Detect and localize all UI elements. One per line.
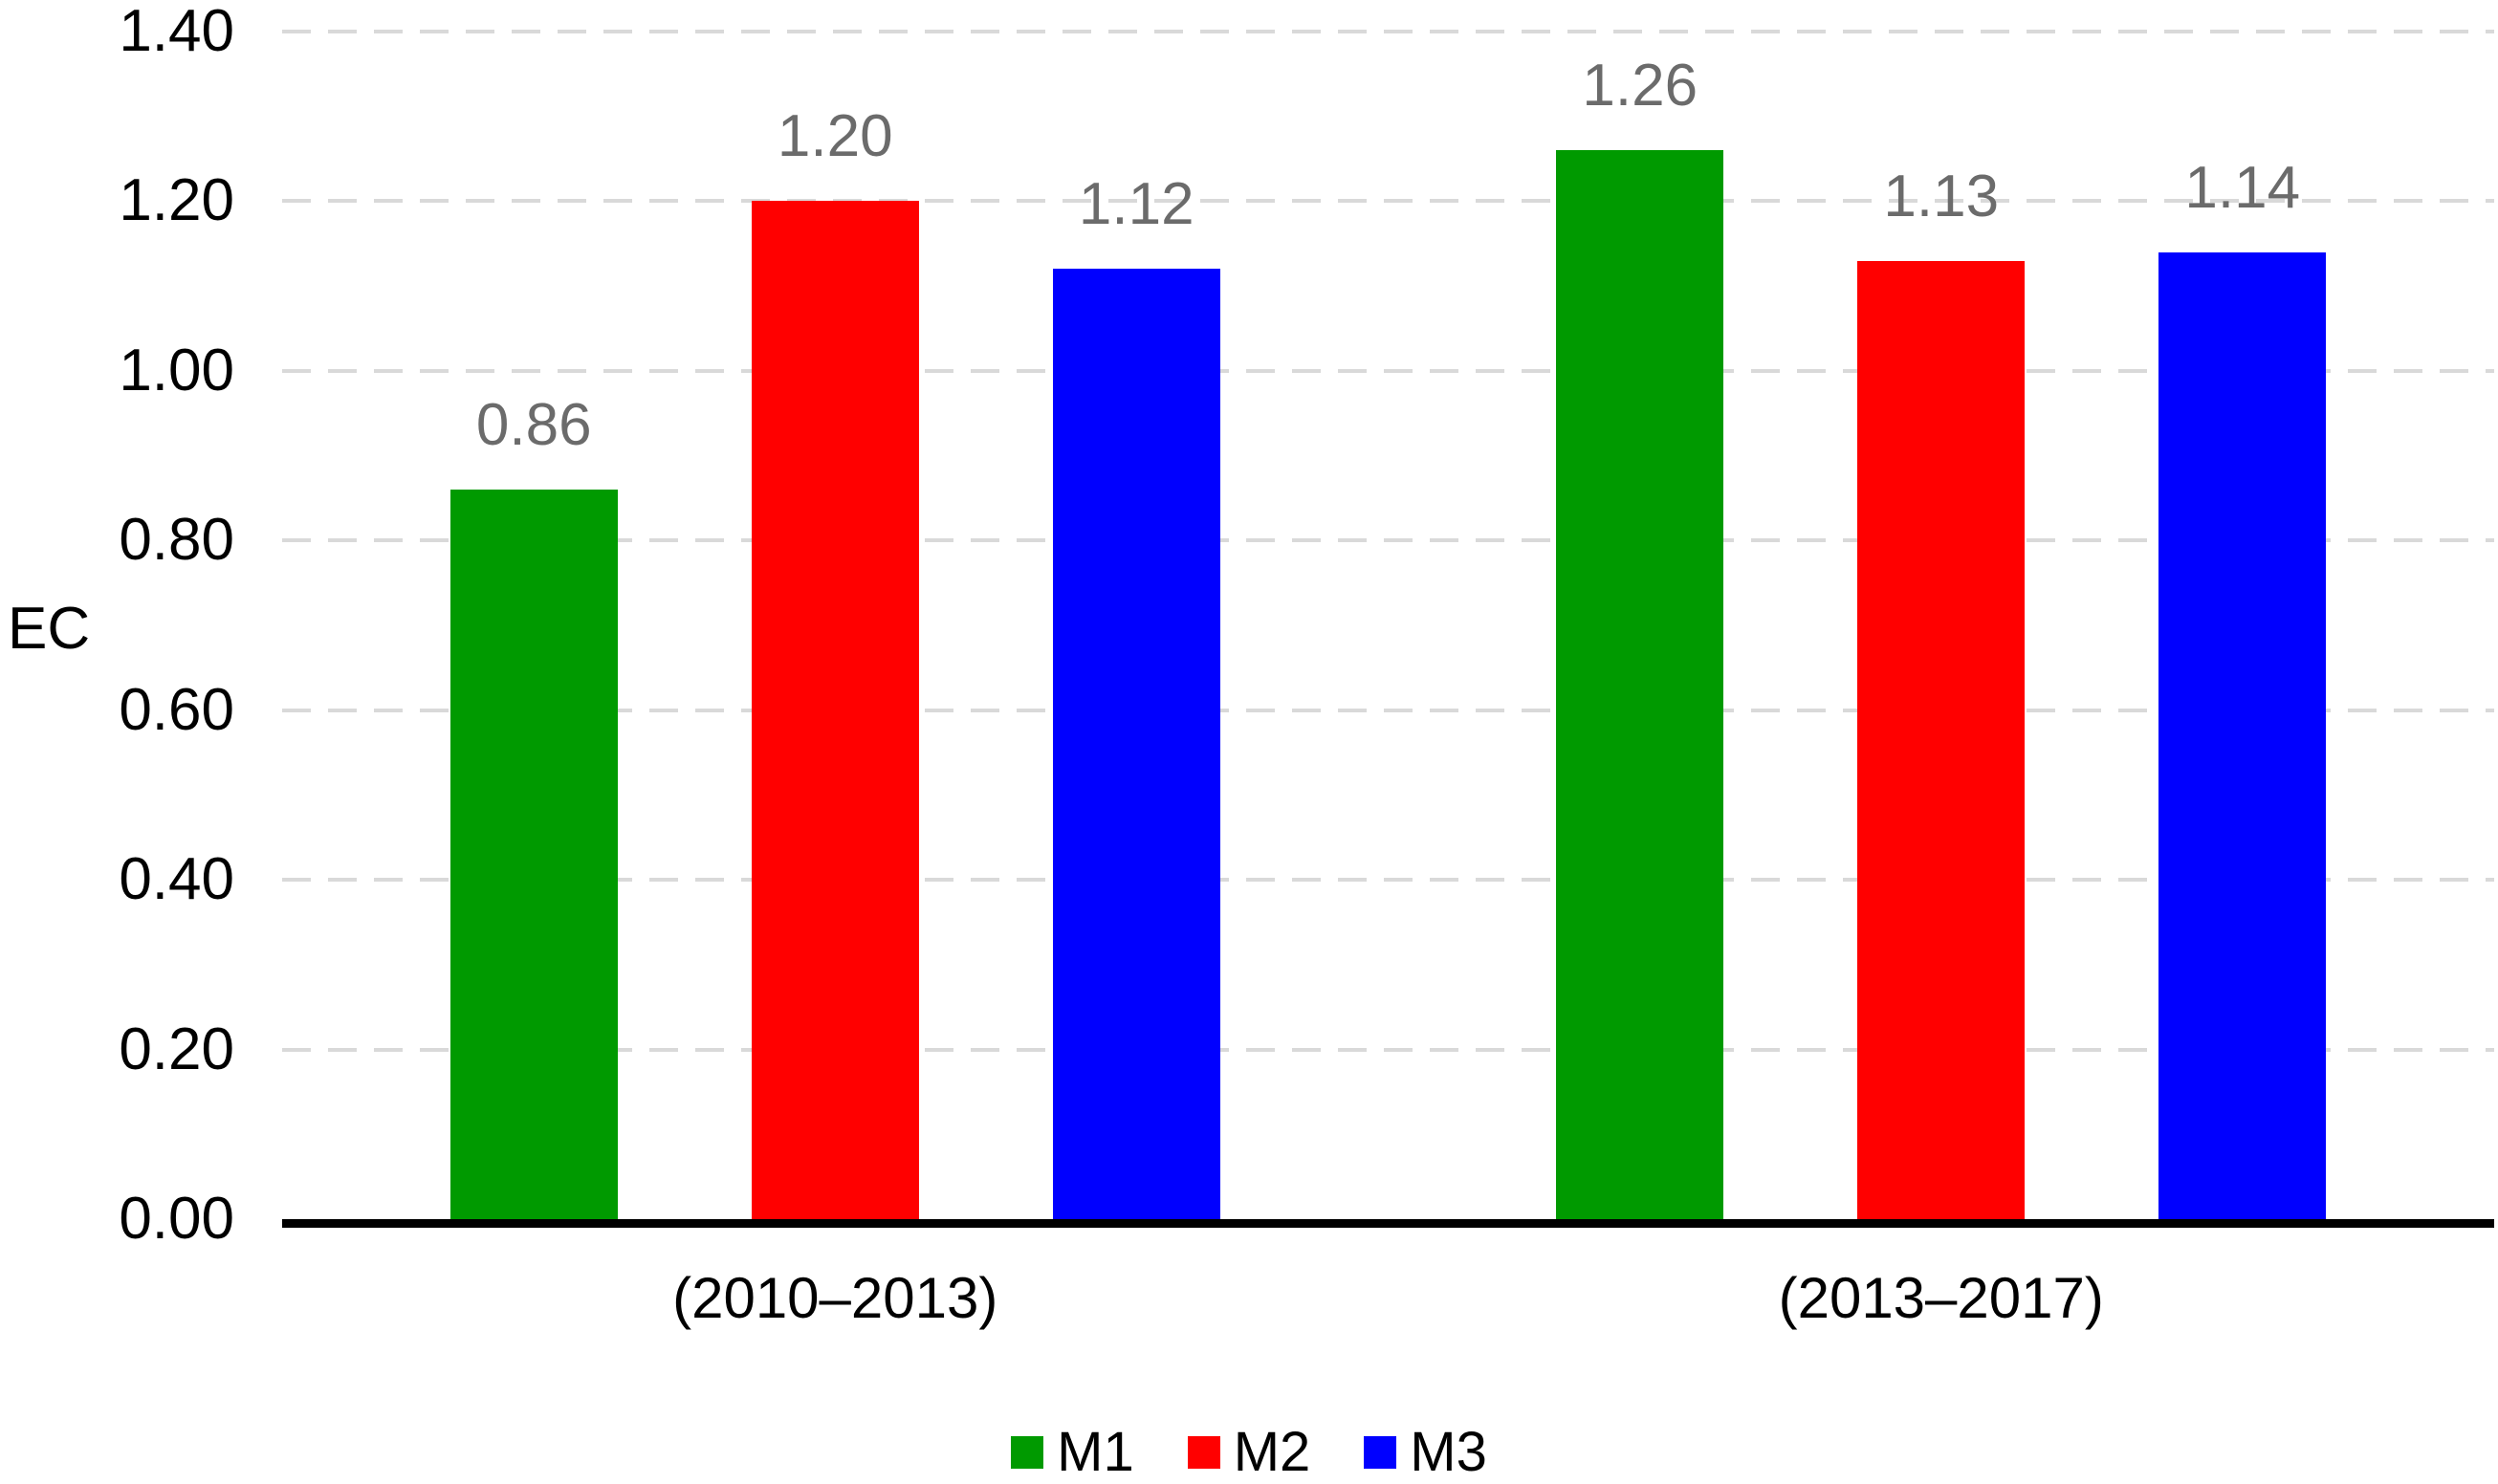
bar-M1-2 [1556,150,1724,1219]
bar-value-label-M3-2: 1.14 [2184,154,2301,221]
bar-cell-M1-2: 1.26 [1556,53,1724,1219]
y-tick-label-1.20: 1.20 [119,167,234,234]
legend-swatch-icon-M2 [1187,1436,1220,1469]
bar-value-label-M2-2: 1.13 [1883,163,2000,229]
category-label-1: (2010–2013) [672,1266,998,1330]
y-tick-label-1.40: 1.40 [119,0,234,64]
bar-value-label-M3-1: 1.12 [1078,171,1194,238]
bar-M3-2 [2158,251,2327,1219]
y-tick-label-1.00: 1.00 [119,337,234,404]
legend-swatch-icon-M3 [1364,1436,1397,1469]
gridline-0.60 [282,708,2494,712]
y-tick-label-0.80: 0.80 [119,507,234,574]
bar-M1-1 [449,490,618,1219]
gridline-1.00 [282,368,2494,373]
legend: M1 M2 M3 [0,1425,2498,1480]
bar-group-2: 1.26 1.13 1.14 [1389,32,2495,1219]
legend-label-M2: M2 [1233,1421,1311,1483]
bar-cell-M3-1: 1.12 [1052,171,1220,1219]
bar-cell-M2-2: 1.13 [1857,163,2026,1219]
x-axis-line [282,1219,2494,1228]
bar-cell-M1-1: 0.86 [449,392,618,1219]
y-axis-title: EC [8,596,91,662]
y-tick-label-0.40: 0.40 [119,846,234,913]
legend-label-M1: M1 [1057,1421,1134,1483]
legend-item-M1: M1 [1011,1425,1134,1480]
y-tick-label-0.60: 0.60 [119,676,234,743]
bar-cell-M3-2: 1.14 [2158,154,2327,1219]
legend-label-M3: M3 [1410,1421,1487,1483]
bar-M2-1 [751,201,919,1219]
bar-value-label-M2-1: 1.20 [777,103,893,170]
legend-swatch-icon-M1 [1011,1436,1044,1469]
bar-group-1: 0.86 1.20 1.12 [282,32,1389,1219]
gridline-1.40 [282,30,2494,33]
bar-M2-2 [1857,260,2026,1219]
legend-item-M2: M2 [1187,1421,1311,1483]
x-axis-category-labels: (2010–2013) (2013–2017) [282,1264,2494,1333]
legend-item-M3: M3 [1364,1425,1487,1480]
category-label-2: (2013–2017) [1778,1266,2104,1330]
y-tick-label-0.00: 0.00 [119,1186,234,1252]
y-tick-label-0.20: 0.20 [119,1015,234,1082]
gridline-0.40 [282,878,2494,883]
gridline-1.20 [282,199,2494,204]
plot-area: 0.86 1.20 1.12 1.26 1.13 1.14 [282,30,2494,1219]
bar-value-label-M1-1: 0.86 [475,392,592,459]
bar-value-label-M1-2: 1.26 [1582,53,1698,120]
bar-M3-1 [1052,269,1220,1219]
gridline-0.80 [282,538,2494,543]
bar-groups-container: 0.86 1.20 1.12 1.26 1.13 1.14 [282,32,2494,1219]
gridline-0.20 [282,1047,2494,1052]
bar-cell-M2-1: 1.20 [751,103,919,1219]
